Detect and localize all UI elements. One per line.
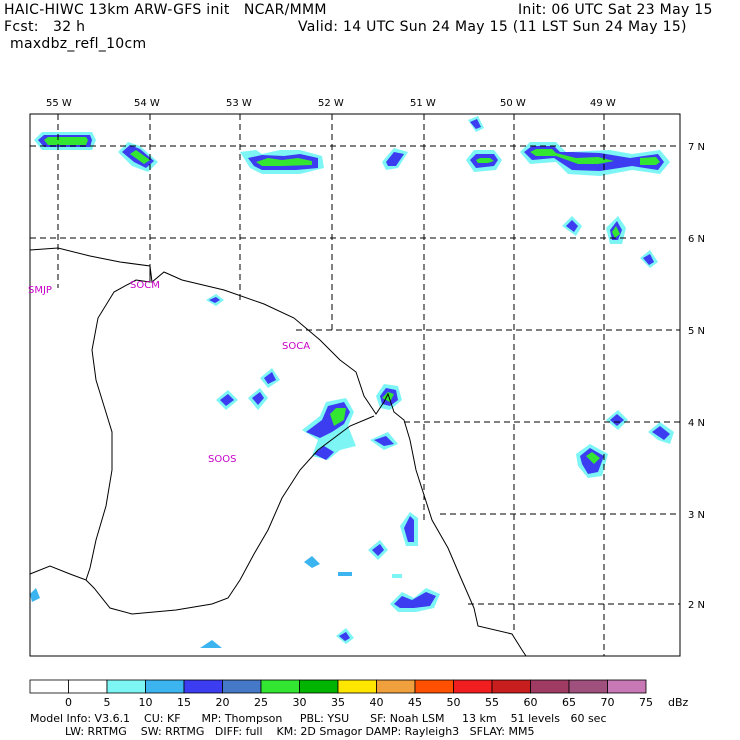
colorbar-swatch <box>260 679 300 694</box>
colorbar-tick-label: 20 <box>216 696 230 709</box>
lat-label: 4 N <box>688 418 705 429</box>
lon-label: 51 W <box>410 98 436 109</box>
colorbar-swatch <box>337 679 377 694</box>
colorbar-swatch <box>68 679 108 694</box>
station-label: SMJP <box>28 285 52 296</box>
forecast-hour: Fcst: 32 h <box>4 19 86 35</box>
colorbar-tick-label: 10 <box>139 696 153 709</box>
coastline-path <box>29 247 527 657</box>
colorbar-swatch <box>222 679 262 694</box>
longitude-labels: 55 W 54 W 53 W 52 W 51 W 50 W 49 W <box>46 98 616 109</box>
station-label: SOCA <box>282 341 310 352</box>
lat-label: 6 N <box>688 234 705 245</box>
lon-label: 52 W <box>318 98 344 109</box>
valid-time: Valid: 14 UTC Sun 24 May 15 (11 LST Sun … <box>298 19 687 35</box>
lon-label: 55 W <box>46 98 72 109</box>
colorbar: 0 5 10 15 20 25 30 35 40 45 50 55 60 65 70 75 dBz <box>29 679 689 709</box>
latitude-labels: 7 N 6 N 5 N 4 N 3 N 2 N <box>688 142 705 611</box>
colorbar-swatch <box>491 679 531 694</box>
colorbar-swatch <box>145 679 185 694</box>
lat-label: 2 N <box>688 600 705 611</box>
colorbar-tick-label: 40 <box>370 696 384 709</box>
colorbar-tick-label: 65 <box>562 696 576 709</box>
reflectivity-cells <box>30 116 674 648</box>
colorbar-tick-label: 35 <box>331 696 345 709</box>
colorbar-unit: dBz <box>668 696 689 709</box>
colorbar-swatch <box>299 679 339 694</box>
station-label: SOCM <box>130 280 160 291</box>
station-labels: SMJP SOCM SOCA SOOS <box>28 280 310 465</box>
colorbar-swatch <box>453 679 493 694</box>
colorbar-tick-label: 70 <box>601 696 615 709</box>
lon-label: 49 W <box>590 98 616 109</box>
lat-label: 3 N <box>688 510 705 521</box>
colorbar-tick-label: 50 <box>447 696 461 709</box>
model-title: HAIC-HIWC 13km ARW-GFS init NCAR/MMM <box>4 2 327 18</box>
border-path <box>29 266 151 581</box>
lat-label: 7 N <box>688 142 705 153</box>
init-time: Init: 06 UTC Sat 23 May 15 <box>518 2 713 18</box>
colorbar-swatch <box>607 679 647 694</box>
colorbar-tick-label: 30 <box>293 696 307 709</box>
map-frame <box>29 113 681 657</box>
colorbar-tick-label: 25 <box>254 696 268 709</box>
model-info-line2: LW: RRTMG SW: RRTMG DIFF: full KM: 2D Sm… <box>30 725 535 738</box>
colorbar-swatch <box>29 679 69 694</box>
lat-label: 5 N <box>688 326 705 337</box>
colorbar-swatch <box>183 679 223 694</box>
colorbar-swatch <box>106 679 146 694</box>
colorbar-tick-label: 55 <box>485 696 499 709</box>
border-path-2 <box>85 415 375 615</box>
lat-lon-grid <box>30 114 680 656</box>
colorbar-tick-label: 15 <box>177 696 191 709</box>
colorbar-tick-label: 5 <box>104 696 111 709</box>
colorbar-tick-label: 75 <box>639 696 653 709</box>
colorbar-tick-label: 60 <box>524 696 538 709</box>
colorbar-tick-label: 0 <box>65 696 72 709</box>
colorbar-swatch <box>414 679 454 694</box>
colorbar-tick-label: 45 <box>408 696 422 709</box>
colorbar-swatch <box>530 679 570 694</box>
colorbar-swatch <box>376 679 416 694</box>
field-name: maxdbz_refl_10cm <box>10 36 147 52</box>
lon-label: 53 W <box>226 98 252 109</box>
station-label: SOOS <box>208 454 236 465</box>
lon-label: 54 W <box>134 98 160 109</box>
coastlines <box>29 247 527 657</box>
model-info-line1: Model Info: V3.6.1 CU: KF MP: Thompson P… <box>30 712 607 725</box>
lon-label: 50 W <box>500 98 526 109</box>
colorbar-swatch <box>568 679 608 694</box>
